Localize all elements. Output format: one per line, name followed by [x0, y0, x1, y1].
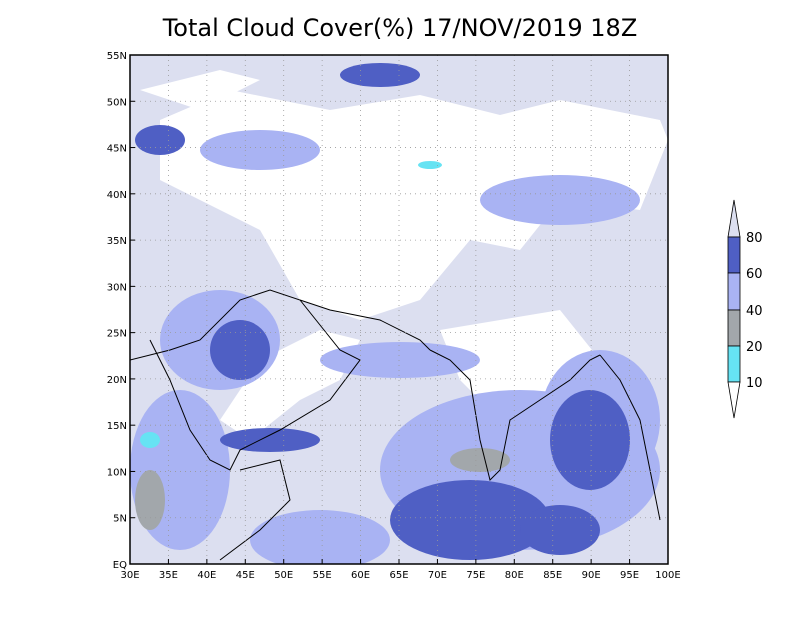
lon-label: 35E: [159, 570, 178, 581]
lon-label: 80E: [505, 570, 524, 581]
lat-label: 15N: [107, 421, 127, 432]
lat-label: 20N: [107, 375, 127, 386]
lon-label: 90E: [582, 570, 601, 581]
lon-label: 55E: [313, 570, 332, 581]
lat-label: 45N: [107, 144, 127, 155]
lon-label: 70E: [428, 570, 447, 581]
colorbar-label: 80: [746, 231, 763, 246]
lat-label: 50N: [107, 97, 127, 108]
lat-label: 40N: [107, 190, 127, 201]
colorbar-label: 10: [746, 376, 763, 391]
lat-label: EQ: [113, 560, 127, 571]
colorbar-label: 60: [746, 267, 763, 282]
colorbar: [727, 199, 741, 419]
lat-label: 30N: [107, 282, 127, 293]
lon-label: 100E: [655, 570, 680, 581]
lon-label: 45E: [236, 570, 255, 581]
lon-label: 40E: [197, 570, 216, 581]
lon-label: 75E: [466, 570, 485, 581]
map-frame: [129, 54, 669, 565]
lat-label: 25N: [107, 329, 127, 340]
lat-label: 5N: [113, 514, 127, 525]
lat-label: 55N: [107, 51, 127, 62]
cloud-field: [130, 55, 668, 564]
colorbar-label: 20: [746, 340, 763, 355]
lon-label: 50E: [274, 570, 293, 581]
lon-label: 65E: [389, 570, 408, 581]
lon-label: 60E: [351, 570, 370, 581]
lat-label: 10N: [107, 467, 127, 478]
map-title: Total Cloud Cover(%) 17/NOV/2019 18Z: [162, 14, 638, 42]
lon-label: 30E: [120, 570, 139, 581]
labels: 30E 35E 40E 45E 50E 55E 60E 65E 70E 75E 80E 85E 90E 9…: [107, 51, 763, 581]
lat-label: 35N: [107, 236, 127, 247]
colorbar-label: 40: [746, 304, 763, 319]
lon-label: 85E: [543, 570, 562, 581]
lon-label: 95E: [620, 570, 639, 581]
